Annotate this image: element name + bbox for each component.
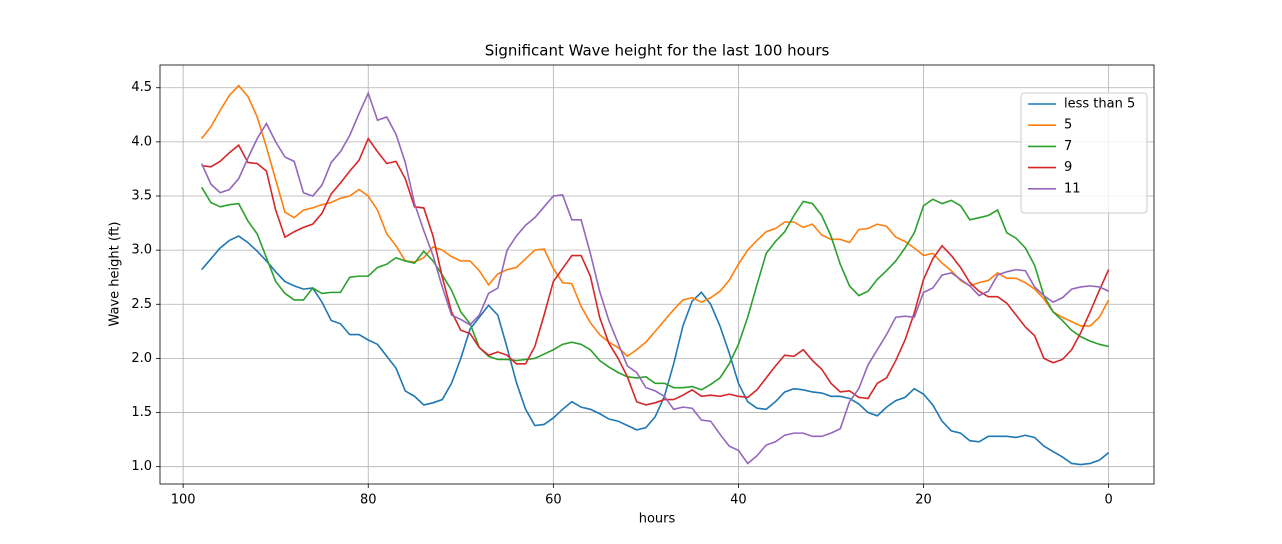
legend-label: 11 xyxy=(1064,181,1081,196)
line-series xyxy=(201,136,1110,406)
x-tick-label: 100 xyxy=(171,493,196,508)
chart-title: Significant Wave height for the last 100… xyxy=(485,42,830,60)
y-tick-label: 4.5 xyxy=(131,80,152,95)
y-tick-label: 1.0 xyxy=(131,459,152,474)
x-axis-label: hours xyxy=(639,512,676,527)
legend: less than 5 5 7 9 11 xyxy=(1020,92,1148,214)
legend-label: less than 5 xyxy=(1064,97,1135,112)
x-tick-label: 0 xyxy=(1105,493,1113,508)
y-tick-label: 1.5 xyxy=(131,405,152,420)
y-tick-label: 3.5 xyxy=(131,189,152,204)
legend-frame xyxy=(1020,92,1148,214)
line-series xyxy=(201,84,1110,358)
legend-label: 5 xyxy=(1064,118,1072,133)
plot-frame xyxy=(159,64,1155,485)
y-tick-label: 4.0 xyxy=(131,134,152,149)
x-tick-label: 60 xyxy=(545,493,562,508)
line-series xyxy=(200,90,1109,465)
y-tick-label: 3.0 xyxy=(131,243,152,258)
x-tick-label: 40 xyxy=(730,493,747,508)
y-tick-label: 2.0 xyxy=(131,351,152,366)
legend-label: 9 xyxy=(1064,160,1072,175)
line-series xyxy=(201,235,1110,466)
y-tick-label: 2.5 xyxy=(131,297,152,312)
x-tick-label: 20 xyxy=(915,493,932,508)
y-axis-label: Wave height (ft) xyxy=(108,222,123,327)
x-tick-label: 80 xyxy=(360,493,377,508)
legend-label: 7 xyxy=(1064,139,1072,154)
line-series xyxy=(200,186,1109,391)
